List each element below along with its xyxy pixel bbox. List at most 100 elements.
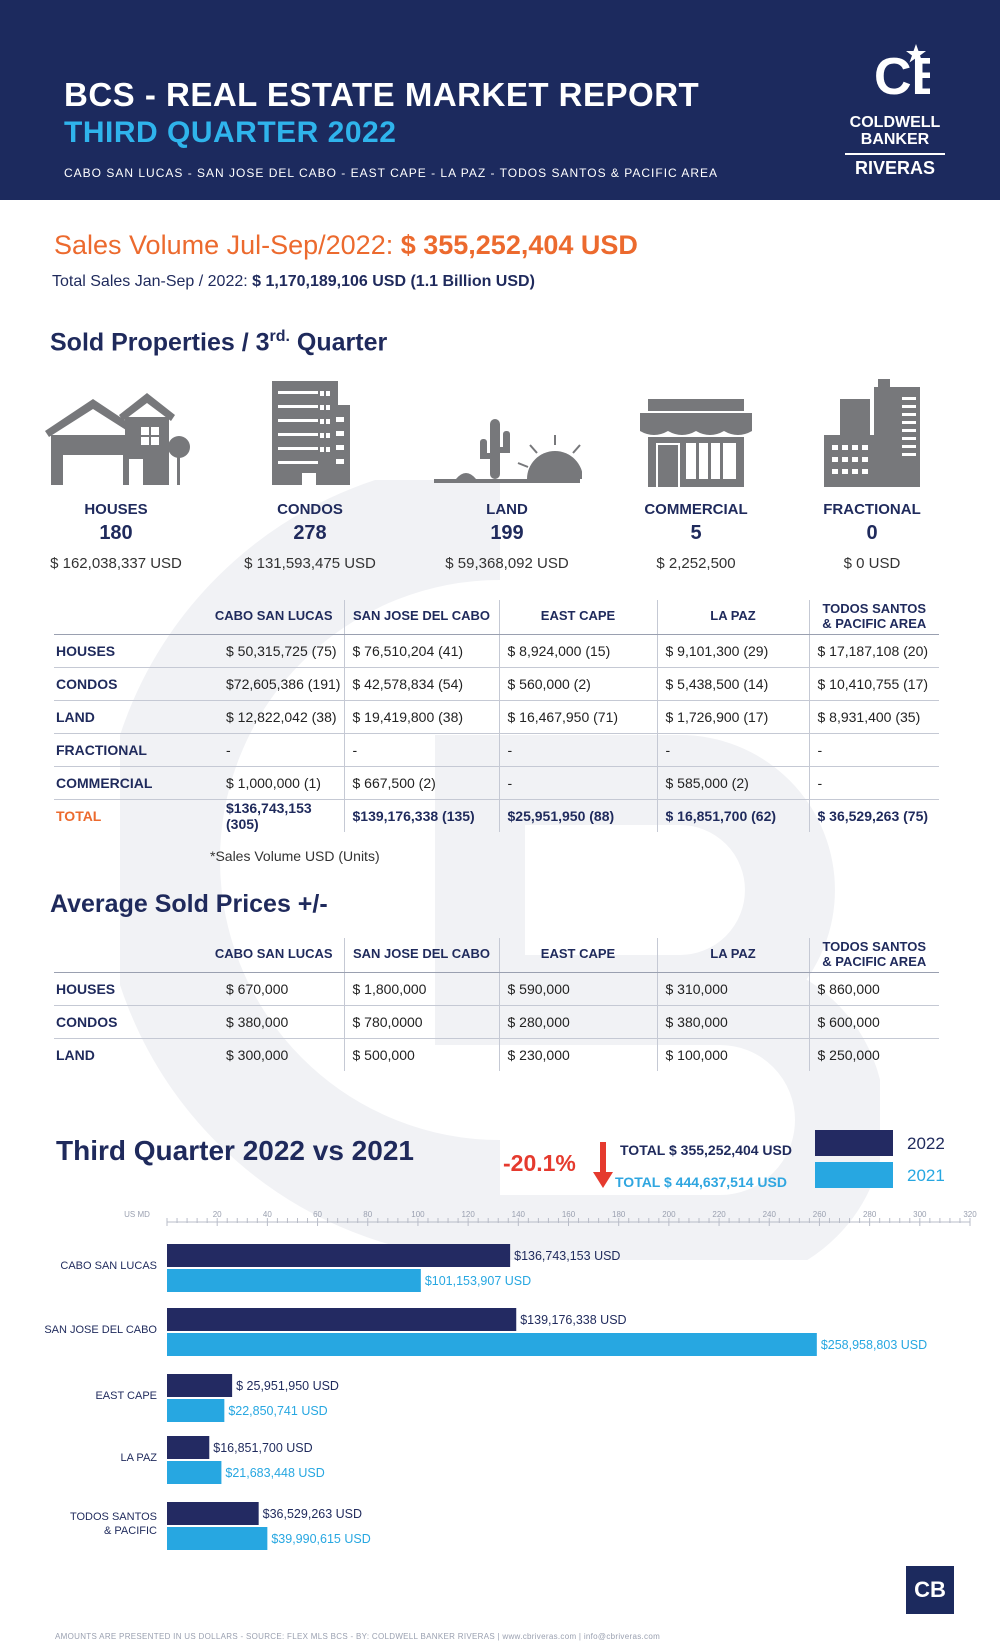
table-cell: $ 585,000 (2)	[656, 766, 809, 800]
x-tick-label: 320	[963, 1210, 977, 1219]
table-cell: $136,743,153 (305)	[226, 799, 312, 832]
table-cell: -	[498, 733, 657, 767]
sold-commercial: COMMERCIAL 5 $ 2,252,500	[606, 374, 786, 572]
category-label: LA PAZ	[121, 1452, 158, 1464]
storefront-icon	[640, 399, 752, 487]
row-label: LAND	[56, 1046, 95, 1063]
col-header: LA PAZ	[656, 938, 809, 973]
sold-cat-label: FRACTIONAL	[823, 501, 921, 518]
col-header: CABO SAN LUCAS	[204, 938, 344, 973]
sold-houses: HOUSES 180 $ 162,038,337 USD	[26, 374, 206, 572]
report-areas: CABO SAN LUCAS - SAN JOSE DEL CABO - EAS…	[64, 166, 719, 180]
table-cell: $ 76,510,204 (41)	[343, 634, 499, 668]
table-cell: $ 667,500 (2)	[343, 766, 499, 800]
table-cell: $72,605,386 (191)	[204, 667, 344, 701]
legend-swatch-2021	[815, 1162, 893, 1188]
table-cell: $ 16,851,700 (62)	[656, 799, 809, 832]
table-row: HOUSES $ 50,315,725 (75) $ 76,510,204 (41)…	[54, 634, 939, 668]
bar-2021	[167, 1269, 421, 1292]
table-row: CONDOS $72,605,386 (191) $ 42,578,834 (54)…	[54, 667, 939, 701]
table-cell: $ 36,529,263 (75)	[808, 799, 939, 832]
x-tick-label: 280	[863, 1210, 877, 1219]
sales-volume-label: Sales Volume Jul-Sep/2022:	[54, 230, 401, 260]
table-cell: $ 1,000,000 (1)	[204, 766, 344, 800]
sales-by-area-table: CABO SAN LUCAS SAN JOSE DEL CABO EAST CA…	[54, 600, 939, 832]
bar-value-label: $258,958,803 USD	[821, 1338, 927, 1352]
table-row: FRACTIONAL - - - - -	[54, 733, 939, 767]
sold-fractional: FRACTIONAL 0 $ 0 USD	[782, 374, 962, 572]
table-cell: $ 670,000	[204, 972, 344, 1006]
sold-cat-label: LAND	[486, 501, 528, 518]
logo-line-3: RIVERAS	[845, 152, 945, 178]
legend-label-2022: 2022	[907, 1134, 945, 1153]
sold-count: 5	[690, 522, 702, 544]
bar-2022	[167, 1502, 259, 1525]
col-header-todos-santos: TODOS SANTOS & PACIFIC AREA	[808, 938, 939, 973]
row-label: TOTAL	[56, 807, 102, 824]
table-cell: $ 780,0000	[343, 1005, 499, 1039]
table-cell: $ 19,419,800 (38)	[343, 700, 499, 734]
bar-value-label: $36,529,263 USD	[263, 1507, 362, 1521]
sold-count: 0	[866, 522, 878, 544]
table-cell: $ 8,924,000 (15)	[498, 634, 657, 668]
x-tick-label: 240	[763, 1210, 777, 1219]
sold-cat-label: HOUSES	[84, 501, 148, 518]
table-cell: $ 560,000 (2)	[498, 667, 657, 701]
row-label: FRACTIONAL	[54, 733, 204, 767]
table-cell: -	[498, 766, 657, 800]
table-cell: $ 100,000	[656, 1038, 809, 1071]
col-header-todos-santos: TODOS SANTOS & PACIFIC AREA	[808, 600, 939, 635]
x-tick-label: 40	[263, 1210, 272, 1219]
bar-value-label: $136,743,153 USD	[514, 1249, 620, 1263]
comparison-bar-chart: US MD 20 40 60 80 100 120 140 160 180 200 220 240 260…	[44, 1210, 977, 1550]
sales-volume-value: $ 355,252,404 USD	[400, 230, 638, 260]
bar-value-label: $16,851,700 USD	[213, 1441, 312, 1455]
row-label: LAND	[54, 700, 204, 734]
x-axis-label: US MD	[124, 1210, 150, 1219]
footer-cb-logo: CB	[906, 1566, 954, 1614]
col-header: EAST CAPE	[498, 938, 657, 973]
logo-line-2: BANKER	[860, 130, 930, 148]
table-cell: $ 5,438,500 (14)	[656, 667, 809, 701]
sold-condos: CONDOS 278 $ 131,593,475 USD	[220, 374, 400, 572]
x-tick-label: 200	[662, 1210, 676, 1219]
table-cell: $139,176,338 (135)	[343, 799, 499, 832]
col-header: CABO SAN LUCAS	[204, 600, 344, 635]
x-tick-label: 120	[461, 1210, 475, 1219]
x-tick-label: 60	[313, 1210, 322, 1219]
bar-2022	[167, 1436, 210, 1459]
down-arrow-icon	[593, 1142, 613, 1188]
x-tick-label: 80	[363, 1210, 372, 1219]
total-sales-ytd: Total Sales Jan-Sep / 2022: $ 1,170,189,…	[52, 273, 535, 291]
total-2021: TOTAL $ 444,637,514 USD	[615, 1174, 787, 1190]
table-cell: $ 17,187,108 (20)	[808, 634, 939, 668]
table-cell: $ 300,000	[226, 1046, 289, 1063]
logo-line-1: COLDWELL	[849, 114, 941, 131]
row-label: HOUSES	[54, 972, 204, 1006]
table-cell: $ 50,315,725 (75)	[204, 634, 344, 668]
bar-2021	[167, 1527, 268, 1550]
table-cell: $ 310,000	[656, 972, 809, 1006]
category-label: EAST CAPE	[95, 1390, 157, 1402]
table-cell: $25,951,950 (88)	[498, 799, 657, 832]
x-tick-label: 100	[411, 1210, 425, 1219]
col-header: EAST CAPE	[498, 600, 657, 635]
x-tick-label: 220	[712, 1210, 726, 1219]
cb-logo-letters: CB	[874, 48, 930, 106]
average-prices-title: Average Sold Prices +/-	[50, 890, 328, 918]
bar-2021	[167, 1399, 225, 1422]
x-tick-label: 260	[813, 1210, 827, 1219]
table-cell: $ 9,101,300 (29)	[656, 634, 809, 668]
sold-cat-label: CONDOS	[277, 501, 343, 518]
sold-land: LAND 199 $ 59,368,092 USD	[417, 374, 597, 572]
average-prices-table: CABO SAN LUCAS SAN JOSE DEL CABO EAST CA…	[54, 938, 939, 1071]
row-label: CONDOS	[54, 1005, 204, 1039]
sales-table-note: *Sales Volume USD (Units)	[210, 848, 380, 864]
condo-building-icon	[272, 381, 350, 485]
x-tick-label: 20	[213, 1210, 222, 1219]
sold-properties-title: Sold Properties / 3rd. Quarter	[50, 328, 388, 357]
x-tick-label: 140	[512, 1210, 526, 1219]
table-cell: $ 380,000	[204, 1005, 344, 1039]
row-label: CONDOS	[54, 667, 204, 701]
bar-value-label: $139,176,338 USD	[520, 1313, 626, 1327]
